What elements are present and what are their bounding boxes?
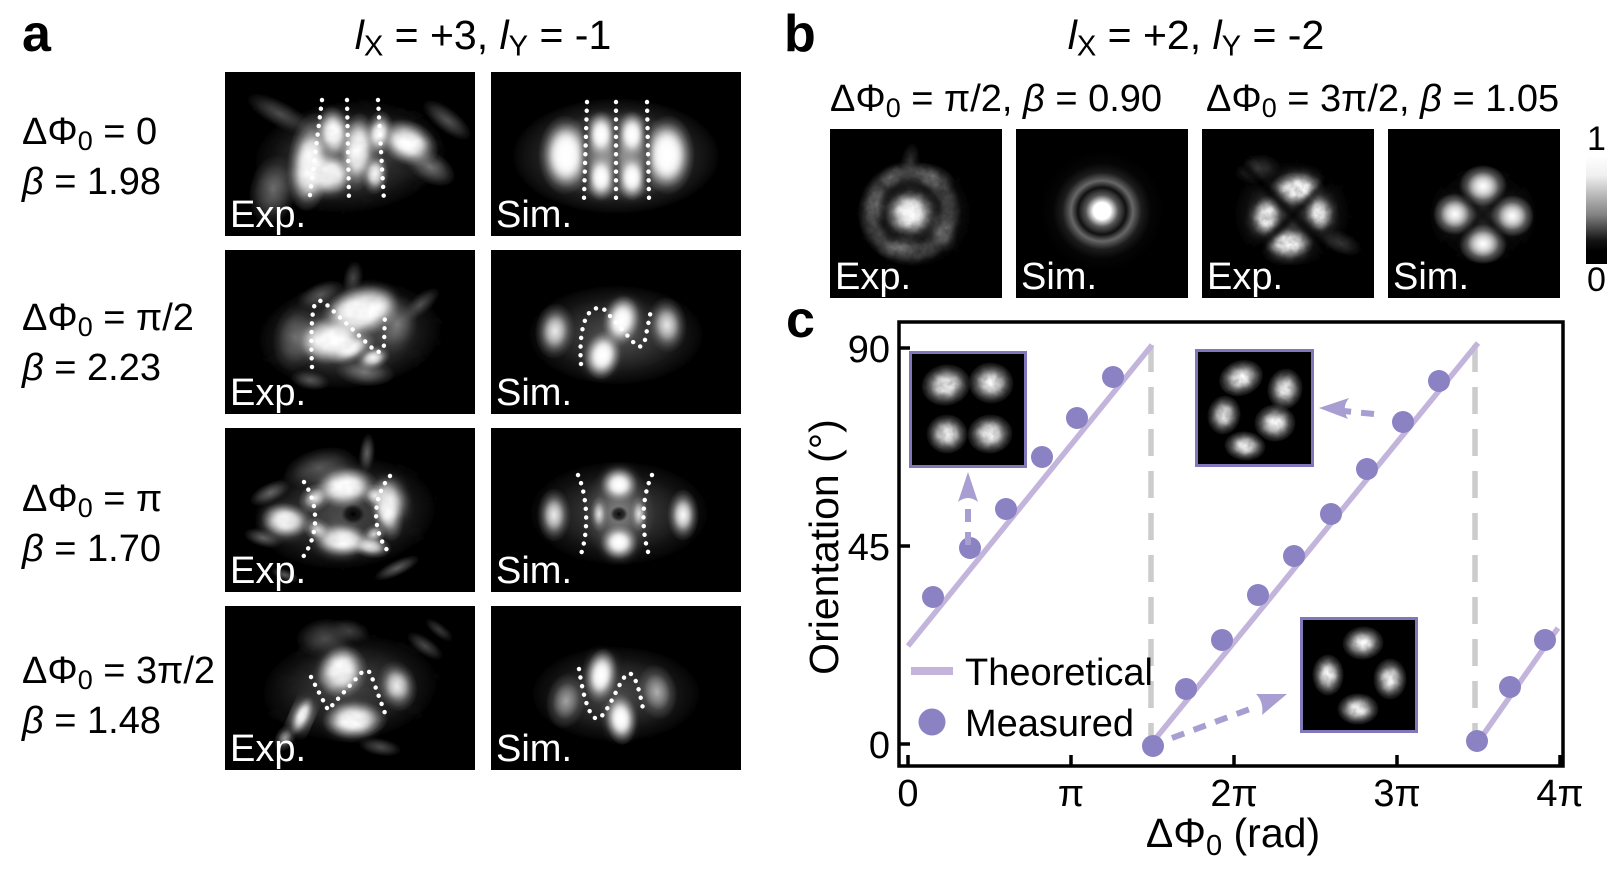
svg-text:Sim.: Sim. <box>496 728 572 770</box>
svg-text:2π: 2π <box>1210 773 1257 815</box>
svg-text:Exp.: Exp. <box>1207 256 1283 298</box>
svg-text:Sim.: Sim. <box>496 550 572 592</box>
svg-text:90: 90 <box>848 329 890 371</box>
svg-text:Exp.: Exp. <box>230 728 306 770</box>
svg-text:Exp.: Exp. <box>230 194 306 236</box>
svg-text:0: 0 <box>897 773 918 815</box>
svg-text:Theoretical: Theoretical <box>965 652 1153 694</box>
svg-text:Exp.: Exp. <box>230 372 306 414</box>
svg-text:Exp.: Exp. <box>230 550 306 592</box>
svg-text:3π: 3π <box>1373 773 1420 815</box>
svg-text:Exp.: Exp. <box>835 256 911 298</box>
svg-text:ΔΦ0 (rad): ΔΦ0 (rad) <box>1146 810 1320 862</box>
svg-text:Sim.: Sim. <box>1393 256 1469 298</box>
svg-text:45: 45 <box>848 527 890 569</box>
svg-text:π: π <box>1058 773 1084 815</box>
svg-text:Sim.: Sim. <box>496 194 572 236</box>
svg-text:Sim.: Sim. <box>1021 256 1097 298</box>
svg-text:Sim.: Sim. <box>496 372 572 414</box>
svg-text:0: 0 <box>869 725 890 767</box>
svg-text:Measured: Measured <box>965 703 1134 745</box>
svg-text:4π: 4π <box>1536 773 1583 815</box>
svg-text:Orientation (°): Orientation (°) <box>801 419 847 675</box>
